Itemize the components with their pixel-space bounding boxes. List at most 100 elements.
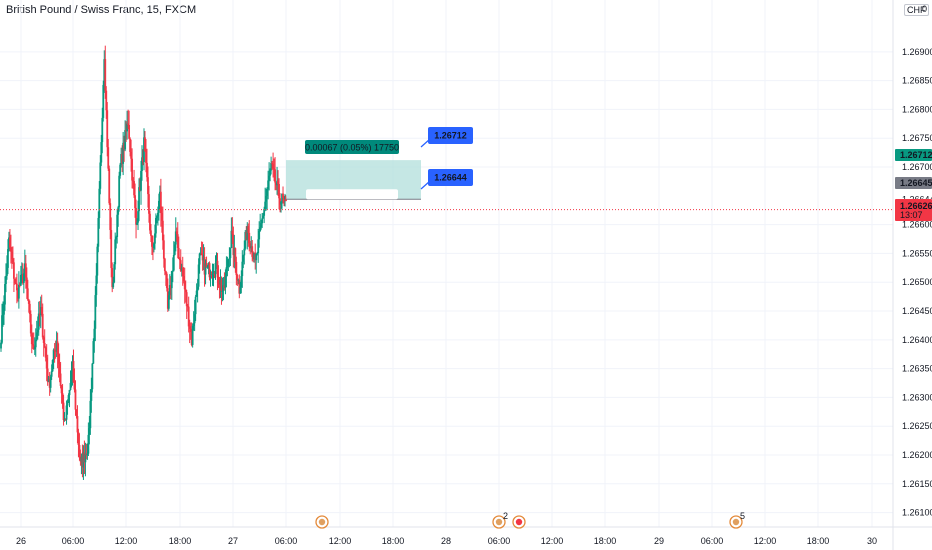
candle-body (232, 234, 235, 256)
candle-body (65, 405, 68, 420)
candle-body (112, 282, 115, 288)
y-tick-label: 1.26150 (902, 479, 932, 489)
candle-body (176, 234, 179, 248)
x-tick-label: 06:00 (275, 536, 298, 546)
candle-body (123, 142, 126, 150)
candle-body (212, 273, 215, 275)
candle-body (0, 342, 2, 349)
candle-body (63, 419, 66, 421)
candle-body (149, 213, 151, 231)
candle-body (269, 170, 272, 176)
candle-body (54, 351, 57, 353)
candle-body (261, 218, 264, 224)
event-count-badge: 5 (740, 511, 745, 521)
candle-body (97, 217, 100, 247)
candle-body (205, 263, 208, 268)
candle-body (188, 326, 191, 329)
candle-body (186, 306, 189, 308)
candle-body (273, 168, 275, 170)
candle-body (58, 363, 61, 374)
price-label-text: 1.26645 (900, 178, 932, 188)
candle-body (127, 123, 130, 125)
candle-body (143, 137, 145, 163)
candle-body (202, 257, 205, 261)
candle-body (242, 255, 245, 262)
candle-body (43, 343, 46, 348)
candle-body (271, 163, 273, 165)
target-callout[interactable] (428, 127, 473, 144)
candle-body (152, 246, 154, 248)
candle-body (193, 314, 196, 324)
event-marker-dot (732, 518, 740, 526)
candle-body (7, 249, 9, 268)
candle-body (194, 296, 197, 315)
candle-body (258, 231, 261, 240)
candle-body (229, 248, 232, 259)
candle-body (34, 339, 37, 348)
candle-body (136, 222, 138, 225)
candle-body (122, 142, 125, 164)
candle-body (263, 208, 266, 216)
candle-body (279, 198, 281, 205)
symbol-title[interactable]: British Pound / Swiss Franc, 15, FXCM (6, 4, 197, 16)
x-tick-label: 06:00 (488, 536, 511, 546)
candle-body (104, 59, 107, 91)
candle-body (129, 138, 131, 152)
x-tick-label: 12:00 (754, 536, 777, 546)
candle-body (82, 452, 85, 468)
candle-body (253, 252, 256, 260)
candle-body (35, 332, 38, 340)
candle-body (207, 263, 210, 267)
candle-body (160, 213, 163, 221)
candle-body (189, 328, 192, 332)
candle-body (38, 313, 41, 316)
candle-body (26, 288, 29, 300)
candle-body (17, 284, 20, 299)
candle-body (76, 416, 79, 433)
candle-body (244, 231, 247, 249)
candle-body (148, 194, 150, 214)
y-tick-label: 1.26800 (902, 104, 932, 114)
target-price-label (895, 149, 932, 161)
candle-body (220, 279, 223, 291)
currency-badge[interactable]: CHF (904, 4, 929, 16)
candle-body (15, 283, 18, 291)
candle-body (14, 278, 16, 283)
y-tick-label: 1.26550 (902, 248, 932, 258)
candle-body (223, 285, 226, 288)
candle-body (277, 180, 279, 185)
candle-body (185, 292, 188, 307)
entry-callout[interactable] (428, 169, 473, 186)
candle-body (171, 270, 174, 272)
candle-body (9, 237, 11, 248)
candle-body (195, 290, 198, 297)
candle-body (246, 226, 249, 240)
candle-body (275, 182, 277, 186)
candle-body (181, 267, 184, 277)
candle-body (19, 274, 22, 286)
position-info-label (305, 140, 399, 154)
last-price-label (895, 199, 932, 221)
candle-body (187, 306, 190, 327)
y-tick-label: 1.26300 (902, 392, 932, 402)
candle-body (138, 187, 140, 212)
candle-body (157, 200, 160, 213)
candle-body (87, 434, 90, 454)
candle-body (80, 457, 83, 462)
candle-body (167, 295, 170, 309)
candle-body (197, 264, 200, 287)
candle-body (114, 239, 117, 265)
candle-body (241, 261, 244, 277)
event-count-badge: 2 (503, 511, 508, 521)
candle-body (158, 191, 161, 201)
candle-body (49, 376, 52, 388)
candle-body (130, 151, 132, 159)
x-tick-label: 18:00 (169, 536, 192, 546)
candle-body (283, 197, 285, 199)
candle-body (81, 457, 84, 468)
candle-body (47, 378, 50, 382)
candle-body (198, 253, 201, 265)
candle-body (101, 117, 104, 143)
candle-body (139, 187, 141, 191)
